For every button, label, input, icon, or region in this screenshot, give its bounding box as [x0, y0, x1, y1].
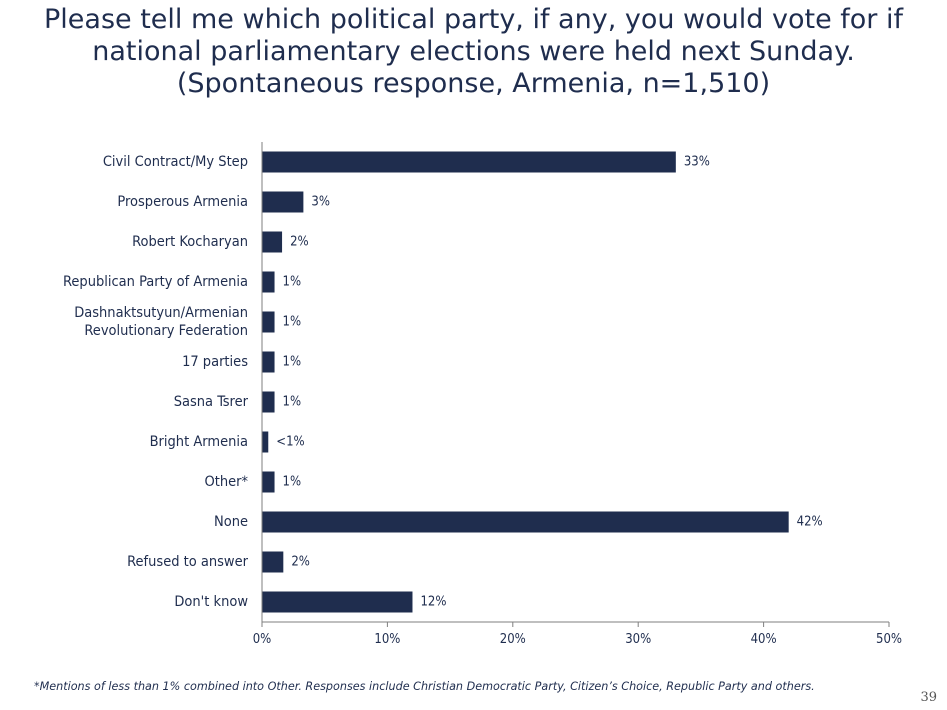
data-label-8: 1%: [283, 475, 302, 490]
category-label-2: Robert Kocharyan: [132, 234, 248, 250]
data-label-7: <1%: [276, 435, 304, 450]
bar-1: [262, 191, 304, 213]
chart-title-line-3: (Spontaneous response, Armenia, n=1,510): [176, 68, 771, 99]
x-tick-label-1: 10%: [374, 632, 400, 647]
bar-2: [262, 231, 283, 253]
data-label-9: 42%: [797, 515, 823, 530]
bar-8: [262, 471, 275, 493]
data-label-6: 1%: [283, 395, 302, 410]
data-label-1: 3%: [311, 195, 330, 210]
x-tick-label-2: 20%: [500, 632, 526, 647]
bar-11: [262, 591, 413, 613]
category-label-8: Other*: [204, 474, 248, 490]
x-tick-label-3: 30%: [625, 632, 651, 647]
data-label-4: 1%: [283, 315, 302, 330]
chart-title: Please tell me which political party, if…: [0, 4, 947, 100]
bar-10: [262, 551, 284, 573]
category-label-9: None: [214, 514, 248, 530]
category-label-6: Sasna Tsrer: [174, 394, 249, 410]
page-number: 39: [920, 690, 937, 705]
category-label-3: Republican Party of Armenia: [63, 274, 248, 290]
bar-3: [262, 271, 275, 293]
bar-0: [262, 151, 676, 173]
category-label-1: Prosperous Armenia: [117, 194, 248, 210]
data-label-5: 1%: [283, 355, 302, 370]
category-label-10: Refused to answer: [127, 554, 249, 570]
category-label-4: Dashnaktsutyun/Armenian Revolutionary Fed…: [74, 305, 248, 339]
data-label-0: 33%: [684, 155, 710, 170]
bar-chart: Civil Contract/My Step 33% Prosperous Arme…: [63, 142, 902, 647]
data-label-2: 2%: [290, 235, 309, 250]
category-label-11: Don't know: [174, 594, 248, 610]
data-label-3: 1%: [283, 275, 302, 290]
x-tick-label-0: 0%: [253, 632, 272, 647]
category-label-7: Bright Armenia: [150, 434, 248, 450]
chart-title-line-1: Please tell me which political party, if…: [44, 4, 903, 35]
data-label-11: 12%: [420, 595, 446, 610]
bar-6: [262, 391, 275, 413]
footnote: *Mentions of less than 1% combined into …: [34, 680, 815, 693]
bar-9: [262, 511, 789, 533]
category-label-0: Civil Contract/My Step: [103, 154, 248, 170]
bar-4: [262, 311, 275, 333]
category-label-5: 17 parties: [182, 354, 248, 370]
bar-5: [262, 351, 275, 373]
data-label-10: 2%: [291, 555, 310, 570]
chart-title-line-2: national parliamentary elections were he…: [92, 36, 855, 67]
x-tick-label-4: 40%: [751, 632, 777, 647]
x-tick-label-5: 50%: [876, 632, 902, 647]
bar-7: [262, 431, 269, 453]
